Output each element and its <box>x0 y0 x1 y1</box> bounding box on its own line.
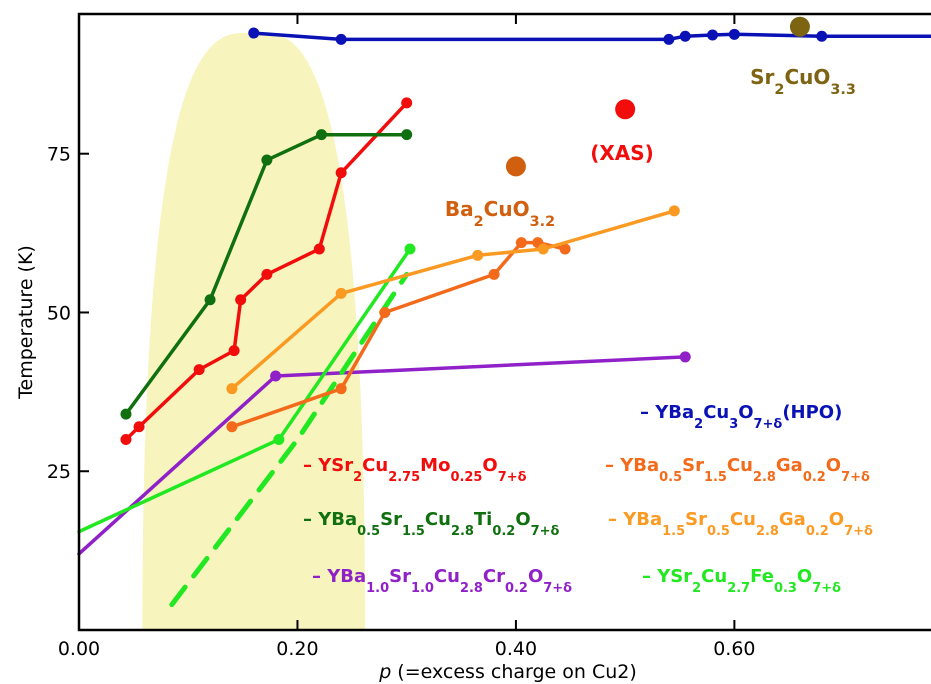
series-line-hpo <box>252 31 931 42</box>
data-point-hpo <box>707 29 719 41</box>
x-axis-title: p (=excess charge on Cu2) <box>378 661 637 683</box>
data-point-mo <box>335 167 347 179</box>
point-sr2cuo <box>789 16 810 37</box>
point-xas <box>615 99 636 120</box>
data-point-mo <box>228 345 240 357</box>
data-point-ga_a <box>379 306 391 318</box>
data-point-fe <box>404 243 416 255</box>
data-point-hpo <box>248 27 260 39</box>
series-line-fe_dashed <box>169 271 410 608</box>
x-axis-title-var: p <box>378 661 391 683</box>
data-point-ga_b <box>537 243 549 255</box>
data-point-hpo <box>335 33 347 45</box>
y-axis-title: Temperature (K) <box>15 245 37 400</box>
data-point-ga_a <box>335 383 347 395</box>
x-tick-label: 0.60 <box>713 638 755 660</box>
data-point-mo <box>401 97 413 109</box>
data-point-mo <box>133 421 145 433</box>
data-point-hpo <box>663 33 675 45</box>
data-point-mo <box>261 268 273 280</box>
point-ba2cuo <box>505 156 526 177</box>
data-point-hpo <box>816 30 828 42</box>
data-point-cr <box>679 351 691 363</box>
legend-mo: – YSr2Cu2.75Mo0.25O7+δ <box>303 455 527 485</box>
data-point-ga_b <box>335 287 347 299</box>
data-point-ti <box>401 129 413 141</box>
data-point-ti <box>261 154 273 166</box>
data-point-cr <box>270 370 282 382</box>
legend-cr: – YBa1.0Sr1.0Cu2.8Cr0.2O7+δ <box>312 566 572 596</box>
data-point-ga_a <box>559 243 571 255</box>
data-point-ti <box>120 408 132 420</box>
x-tick-label: 0.00 <box>58 638 100 660</box>
legend-ga_b: – YBa1.5Sr0.5Cu2.8Ga0.2O7+δ <box>608 509 873 539</box>
y-tick-label: 75 <box>47 144 71 166</box>
data-point-ga_a <box>488 268 500 280</box>
data-point-ga_a <box>515 237 527 249</box>
legend-fe: – YSr2Cu2.7Fe0.3O7+δ <box>642 566 841 596</box>
legend-ti: – YBa0.5Sr1.5Cu2.8Ti0.2O7+δ <box>303 509 559 539</box>
data-point-mo <box>193 364 205 376</box>
data-point-ga_b <box>472 249 484 261</box>
data-point-fe <box>273 433 285 445</box>
shaded-region <box>142 32 366 630</box>
plot-frame <box>77 12 931 632</box>
legend-hpo: – YBa2Cu3O7+δ(HPO) <box>640 402 842 432</box>
annotation-ba2cuo: Ba2CuO3.2 <box>445 197 555 230</box>
x-tick-label: 0.40 <box>495 638 537 660</box>
data-point-ti <box>315 129 327 141</box>
data-point-hpo <box>679 30 691 42</box>
data-point-ti <box>204 294 216 306</box>
data-point-ga_a <box>226 421 238 433</box>
legend-ga_a: – YBa0.5Sr1.5Cu2.8Ga0.2O7+δ <box>605 455 870 485</box>
data-point-ga_b <box>668 205 680 217</box>
y-tick-label: 50 <box>47 302 71 324</box>
annotation-sr2cuo: Sr2CuO3.3 <box>750 65 856 98</box>
x-axis-title-rest: (=excess charge on Cu2) <box>391 661 637 683</box>
x-tick-label: 0.20 <box>276 638 318 660</box>
data-point-hpo <box>728 28 740 40</box>
data-point-mo <box>235 294 247 306</box>
annotation-xas: (XAS) <box>590 141 654 165</box>
data-point-mo <box>313 243 325 255</box>
y-tick-label: 25 <box>47 461 71 483</box>
data-point-ga_b <box>226 383 238 395</box>
data-point-mo <box>120 433 132 445</box>
